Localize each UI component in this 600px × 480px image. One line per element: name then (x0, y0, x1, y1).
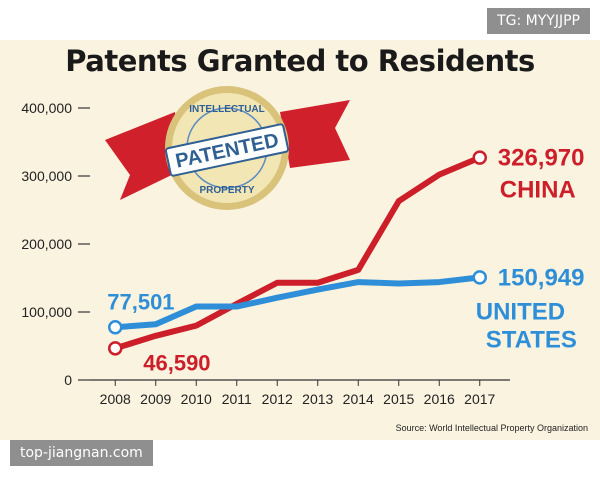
x-tick-label: 2010 (181, 391, 212, 407)
seal-ring-top-text: INTELLECTUAL (189, 104, 265, 115)
y-tick-label: 0 (64, 372, 72, 388)
us-series-name-label-line1: UNITED (476, 298, 565, 325)
chart-panel (0, 40, 600, 440)
us-end-value-label: 150,949 (498, 264, 585, 291)
source-note: Source: World Intellectual Property Orga… (395, 423, 588, 433)
x-tick-label: 2012 (262, 391, 293, 407)
ribbon-left-shape (105, 112, 182, 200)
x-tick-label: 2014 (343, 391, 374, 407)
x-tick-label: 2008 (100, 391, 131, 407)
tg-watermark-badge: TG: MYYJJPP (487, 8, 590, 34)
x-tick-label: 2009 (140, 391, 171, 407)
data-point-marker (472, 150, 487, 165)
x-tick-label: 2011 (222, 391, 252, 407)
us-series-name-label-line2: STATES (486, 326, 577, 353)
x-tick-label: 2015 (383, 391, 414, 407)
data-point-marker (472, 270, 487, 285)
chart-axes: 0 100,000 200,000 300,000 400,000 2008 2009 201… (21, 100, 510, 407)
y-tick-label: 100,000 (21, 304, 72, 320)
x-tick-label: 2017 (464, 391, 495, 407)
china-end-value-label: 326,970 (498, 145, 585, 172)
series-line-united-states (112, 274, 483, 331)
china-series-name-label: CHINA (500, 177, 576, 204)
y-tick-label: 200,000 (21, 236, 72, 252)
y-tick-label: 400,000 (21, 100, 72, 116)
data-point-marker (108, 320, 123, 335)
patented-seal-icon: INTELLECTUAL PROPERTY PATENTED (105, 86, 350, 210)
site-watermark-badge: top-jiangnan.com (10, 440, 153, 466)
china-start-value-label: 46,590 (143, 350, 210, 375)
chart-series (108, 150, 487, 356)
ribbon-right-shape (280, 100, 350, 168)
seal-center-band (164, 123, 290, 177)
us-start-value-label: 77,501 (107, 289, 174, 314)
x-tick-label: 2013 (302, 391, 333, 407)
data-point-marker (108, 341, 123, 356)
x-tick-label: 2016 (424, 391, 455, 407)
chart-title: Patents Granted to Residents (65, 44, 535, 78)
seal-ring-bottom-text: PROPERTY (199, 185, 254, 196)
y-tick-label: 300,000 (21, 168, 72, 184)
series-line-china (112, 154, 483, 352)
